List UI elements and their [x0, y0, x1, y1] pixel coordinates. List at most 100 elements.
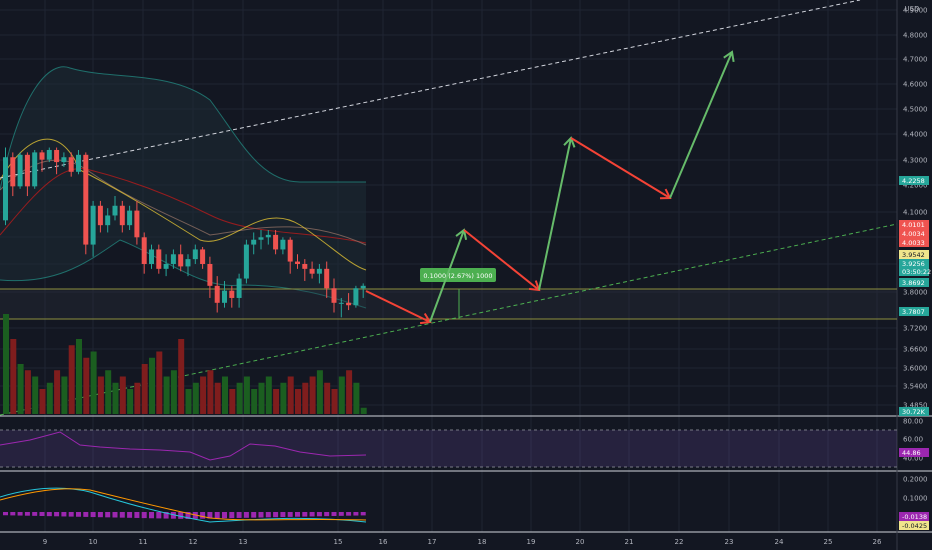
volume-bar	[61, 376, 68, 414]
candle-body[interactable]	[68, 157, 74, 172]
candle-body[interactable]	[200, 249, 206, 264]
candle-body[interactable]	[236, 278, 242, 298]
candle-body[interactable]	[54, 149, 60, 163]
candlesticks[interactable]	[3, 147, 366, 318]
candle-body[interactable]	[3, 157, 8, 221]
price-tick-label: 4.8000	[903, 32, 928, 40]
macd-axis[interactable]: 0.2000 0.1000 -0.0138-0.0425	[899, 476, 929, 531]
support-zone[interactable]	[0, 289, 897, 319]
volume-bar	[127, 389, 134, 414]
candle-body[interactable]	[251, 239, 257, 245]
candle-body[interactable]	[280, 239, 286, 250]
volume-bar	[32, 376, 39, 414]
price-tag	[899, 407, 929, 416]
price-tick-label: 4.3000	[903, 157, 928, 165]
volume-bar	[46, 382, 53, 414]
macd-histogram-bar	[273, 512, 279, 518]
forecast-arrow[interactable]	[570, 137, 671, 199]
candle-body[interactable]	[32, 152, 38, 187]
candle-body[interactable]	[97, 205, 103, 226]
macd-histogram-bar	[134, 512, 140, 518]
forecast-arrow[interactable]	[365, 290, 431, 323]
candle-body[interactable]	[243, 244, 249, 279]
forecast-arrow[interactable]	[463, 229, 540, 291]
macd-histogram-bar	[280, 512, 286, 518]
candle-body[interactable]	[17, 154, 23, 187]
candle-body[interactable]	[346, 302, 352, 306]
candle-body[interactable]	[127, 210, 133, 226]
forecast-arrow[interactable]	[669, 51, 733, 199]
price-tick-label: 3.7200	[903, 325, 928, 333]
candle-body[interactable]	[90, 205, 96, 245]
candle-body[interactable]	[156, 249, 162, 269]
candle-body[interactable]	[229, 290, 235, 298]
time-tick-label: 19	[527, 538, 536, 546]
candle-body[interactable]	[141, 237, 147, 264]
candle-body[interactable]	[222, 290, 227, 303]
candle-body[interactable]	[214, 285, 220, 303]
time-tick-label: 25	[824, 538, 833, 546]
candle-body[interactable]	[185, 259, 191, 267]
candle-body[interactable]	[112, 205, 118, 216]
candle-body[interactable]	[309, 268, 315, 274]
lower-trendline[interactable]	[0, 223, 898, 416]
candle-body[interactable]	[178, 254, 184, 267]
candle-body[interactable]	[338, 302, 344, 304]
forecast-arrow[interactable]	[538, 137, 572, 291]
candle-body[interactable]	[24, 154, 30, 187]
candle-body[interactable]	[324, 268, 330, 289]
price-tag-label: 3.9256	[902, 260, 925, 268]
measure-label-box[interactable]	[420, 268, 496, 282]
price-tick-label: 3.6000	[903, 365, 928, 373]
candle-body[interactable]	[265, 234, 271, 238]
volume-bar	[83, 357, 90, 414]
forecast-arrows[interactable]	[365, 50, 735, 325]
volume-bar	[112, 382, 119, 414]
candle-body[interactable]	[331, 288, 337, 303]
candle-body[interactable]	[353, 288, 359, 306]
volume-bar	[68, 345, 75, 414]
candle-body[interactable]	[258, 237, 264, 240]
candle-body[interactable]	[134, 210, 140, 238]
volume-bar	[170, 370, 177, 414]
volume-bar	[236, 382, 243, 414]
macd-histogram-bar	[243, 512, 249, 518]
volume-bar	[39, 389, 46, 414]
candle-body[interactable]	[170, 254, 176, 264]
candle-body[interactable]	[207, 263, 213, 286]
candle-body[interactable]	[287, 239, 293, 262]
candle-body[interactable]	[163, 263, 169, 269]
candle-body[interactable]	[295, 261, 300, 264]
macd-histogram-bar	[346, 512, 352, 516]
candle-body[interactable]	[302, 263, 308, 269]
candle-body[interactable]	[83, 154, 89, 245]
candle-body[interactable]	[119, 205, 125, 226]
candle-body[interactable]	[360, 285, 366, 289]
price-tag-label: 4.0101	[902, 221, 925, 229]
candle-body[interactable]	[39, 152, 45, 160]
time-axis[interactable]: 9 10 11 12 13 15 16 17 18 19 20 21 22 23 24 25 26	[43, 538, 882, 546]
candle-body[interactable]	[105, 215, 111, 226]
price-axis[interactable]: 4.9000 4.8000 4.7000 4.6000 4.5000 4.4000 4.30…	[899, 7, 931, 417]
macd-histogram-bar	[10, 512, 16, 516]
candle-body[interactable]	[192, 249, 198, 260]
candle-body[interactable]	[61, 157, 67, 163]
volume-bar	[76, 339, 82, 414]
macd-histogram-bar	[97, 512, 103, 518]
forecast-arrow[interactable]	[429, 229, 465, 323]
upper-trendline[interactable]	[0, 0, 861, 179]
candle-body[interactable]	[316, 268, 322, 274]
time-tick-label: 22	[675, 538, 684, 546]
volume-bar	[3, 314, 9, 414]
price-tag	[899, 220, 929, 229]
candle-body[interactable]	[46, 149, 52, 160]
candle-body[interactable]	[273, 234, 279, 250]
time-tick-label: 10	[89, 538, 98, 546]
candle-body[interactable]	[149, 249, 154, 264]
candle-body[interactable]	[76, 154, 81, 172]
time-tick-label: 13	[239, 538, 248, 546]
volume-bar	[258, 382, 265, 414]
candle-body[interactable]	[10, 157, 16, 187]
